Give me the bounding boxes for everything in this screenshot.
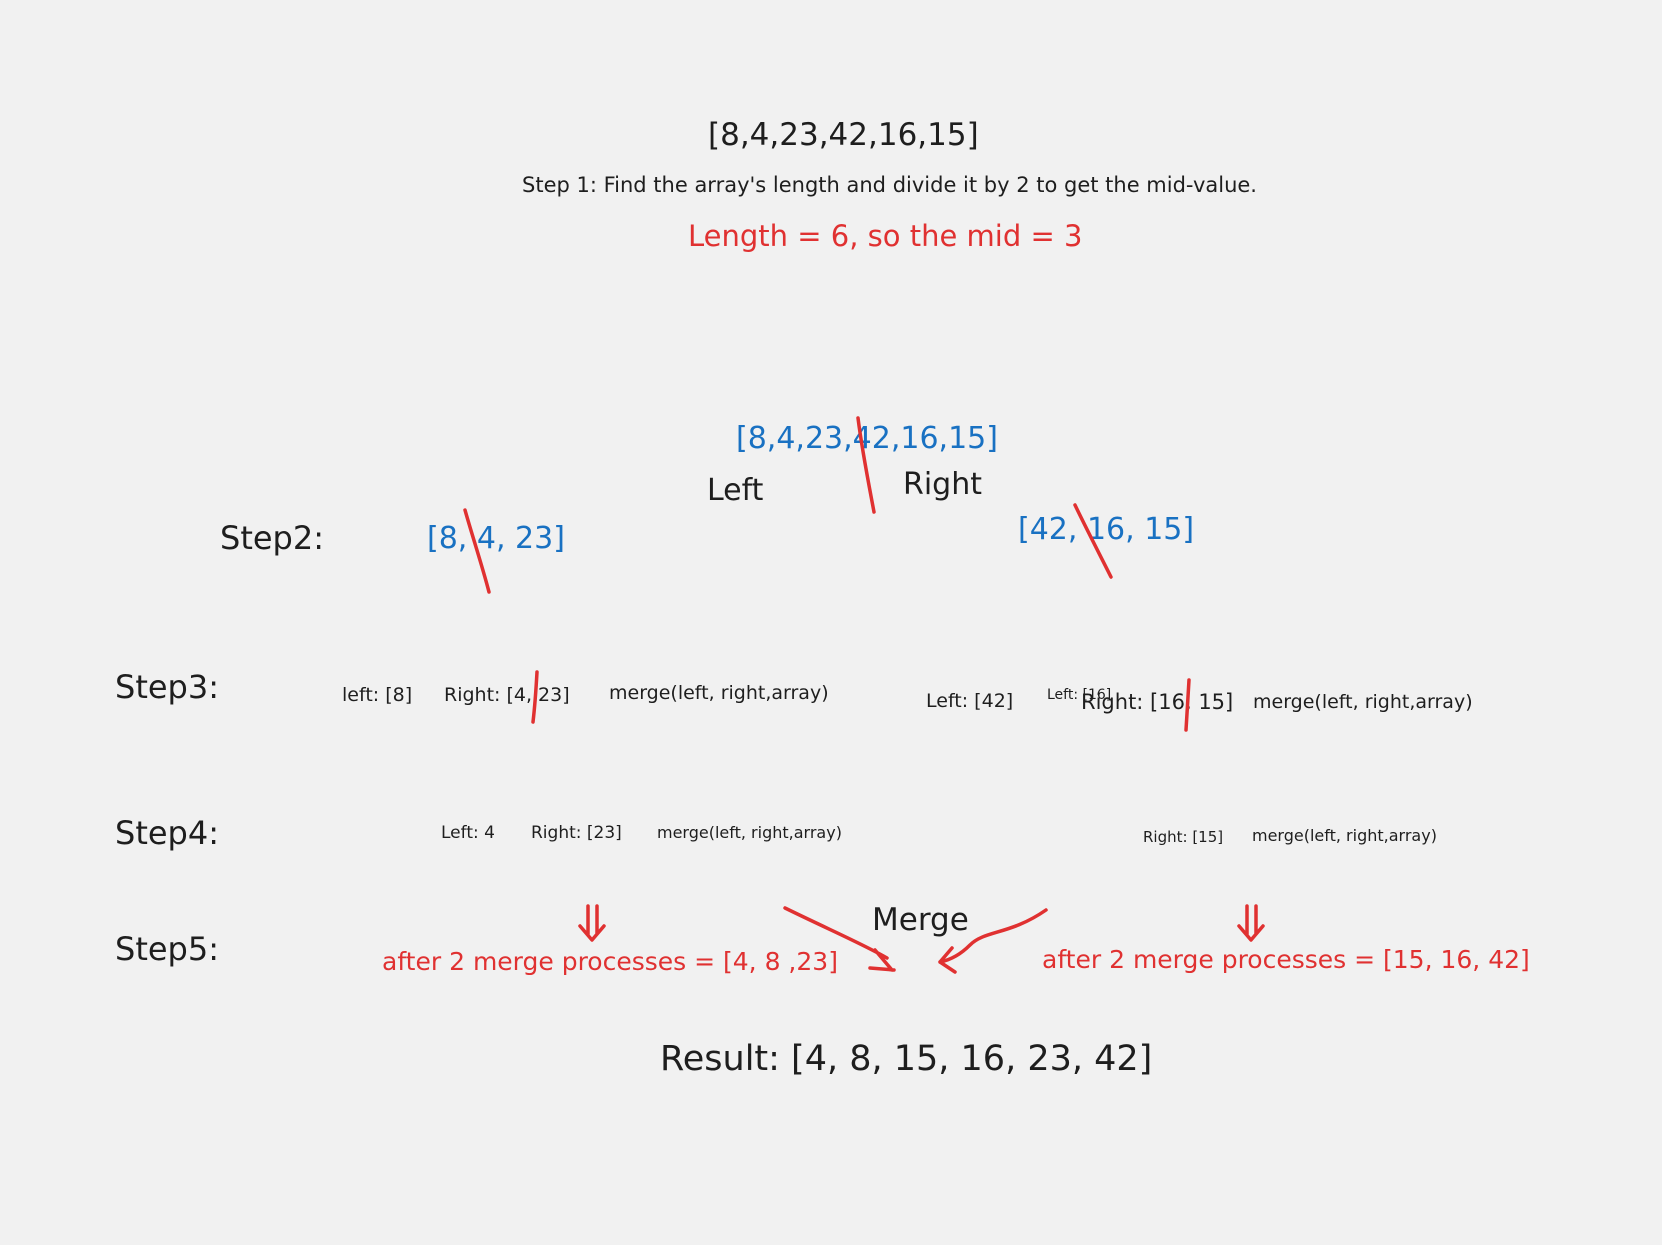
right-label: Right [903, 467, 982, 502]
step4-left-merge: merge(left, right,array) [657, 823, 842, 842]
merge-arrow-left-icon [783, 906, 896, 972]
down-arrow-right-icon [1237, 904, 1265, 942]
mid-note: Length = 6, so the mid = 3 [688, 219, 1083, 253]
step3-right-right: Right: [16, 15] [1081, 690, 1234, 714]
step3-left-left: left: [8] [342, 684, 413, 706]
step2-right-split-slash [1073, 503, 1113, 579]
step1-instruction: Step 1: Find the array's length and divi… [522, 173, 1257, 197]
step4-left-left: Left: 4 [441, 823, 495, 843]
step4-right-merge: merge(left, right,array) [1252, 826, 1437, 845]
final-result: Result: [4, 8, 15, 16, 23, 42] [660, 1039, 1153, 1079]
original-array: [8,4,23,42,16,15] [708, 117, 979, 153]
step3-right-left: Left: [42] [926, 690, 1014, 712]
step3-right-split-slash [1184, 678, 1191, 732]
step2-left-split-slash [463, 508, 491, 594]
step3-label: Step3: [115, 668, 219, 706]
step3-left-split-slash [531, 670, 539, 724]
step5-label: Step5: [115, 930, 219, 968]
step4-label: Step4: [115, 814, 219, 852]
step3-left-merge: merge(left, right,array) [609, 682, 829, 704]
step4-right-right: Right: [15] [1143, 828, 1224, 846]
merge-arrow-right-icon [938, 908, 1048, 974]
left-label: Left [707, 473, 764, 508]
step2-label: Step2: [220, 519, 324, 557]
step3-right-overlap: Left: [16] [1047, 687, 1112, 703]
step3-right-merge: merge(left, right,array) [1253, 691, 1473, 713]
step3-left-right: Right: [4, 23] [444, 684, 570, 706]
step5-left-result: after 2 merge processes = [4, 8 ,23] [382, 947, 838, 976]
merge-label: Merge [872, 902, 969, 938]
step5-right-result: after 2 merge processes = [15, 16, 42] [1042, 945, 1530, 974]
step4-left-right: Right: [23] [531, 823, 622, 843]
main-split-slash [856, 416, 876, 514]
step2-right-array: [42, 16, 15] [1018, 512, 1195, 547]
step2-left-array: [8, 4, 23] [427, 521, 565, 556]
split-array: [8,4,23,42,16,15] [736, 421, 998, 456]
down-arrow-left-icon [578, 904, 606, 942]
